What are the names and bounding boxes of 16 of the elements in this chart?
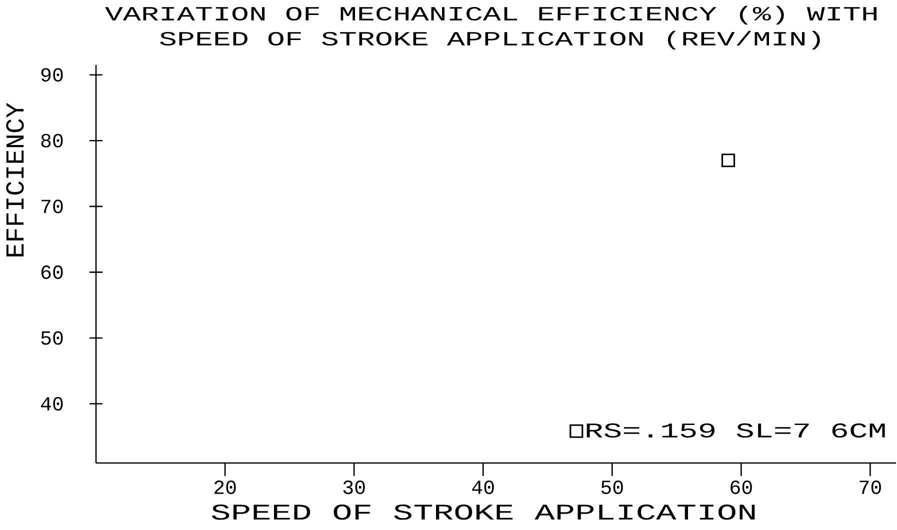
y-tick-label: 70 <box>42 200 63 214</box>
x-tick-label: 70 <box>860 480 881 494</box>
y-tick-label: 50 <box>41 331 63 345</box>
y-tick-label: 40 <box>40 396 63 411</box>
x-tick-label: 20 <box>214 480 236 494</box>
x-tick-label: 50 <box>601 480 623 494</box>
y-axis-title: EFFICIENCY <box>6 102 24 256</box>
x-axis-title: SPEED OF STROKE APPLICATION <box>212 504 755 520</box>
chart-title: VARIATION OF MECHANICAL EFFICIENCY (%) WITH SPEED OF STROKE APPLICATION (REV/MIN) <box>105 6 877 50</box>
y-tick-label: 80 <box>41 134 63 148</box>
x-tick-label: 40 <box>472 480 494 494</box>
legend-label: RS=.159 SL=7 6CM <box>586 423 885 438</box>
x-tick-label: 60 <box>730 480 752 494</box>
x-tick-label: 30 <box>343 480 365 494</box>
y-tick-label: 90 <box>41 68 63 82</box>
y-tick-label: 60 <box>41 265 63 279</box>
